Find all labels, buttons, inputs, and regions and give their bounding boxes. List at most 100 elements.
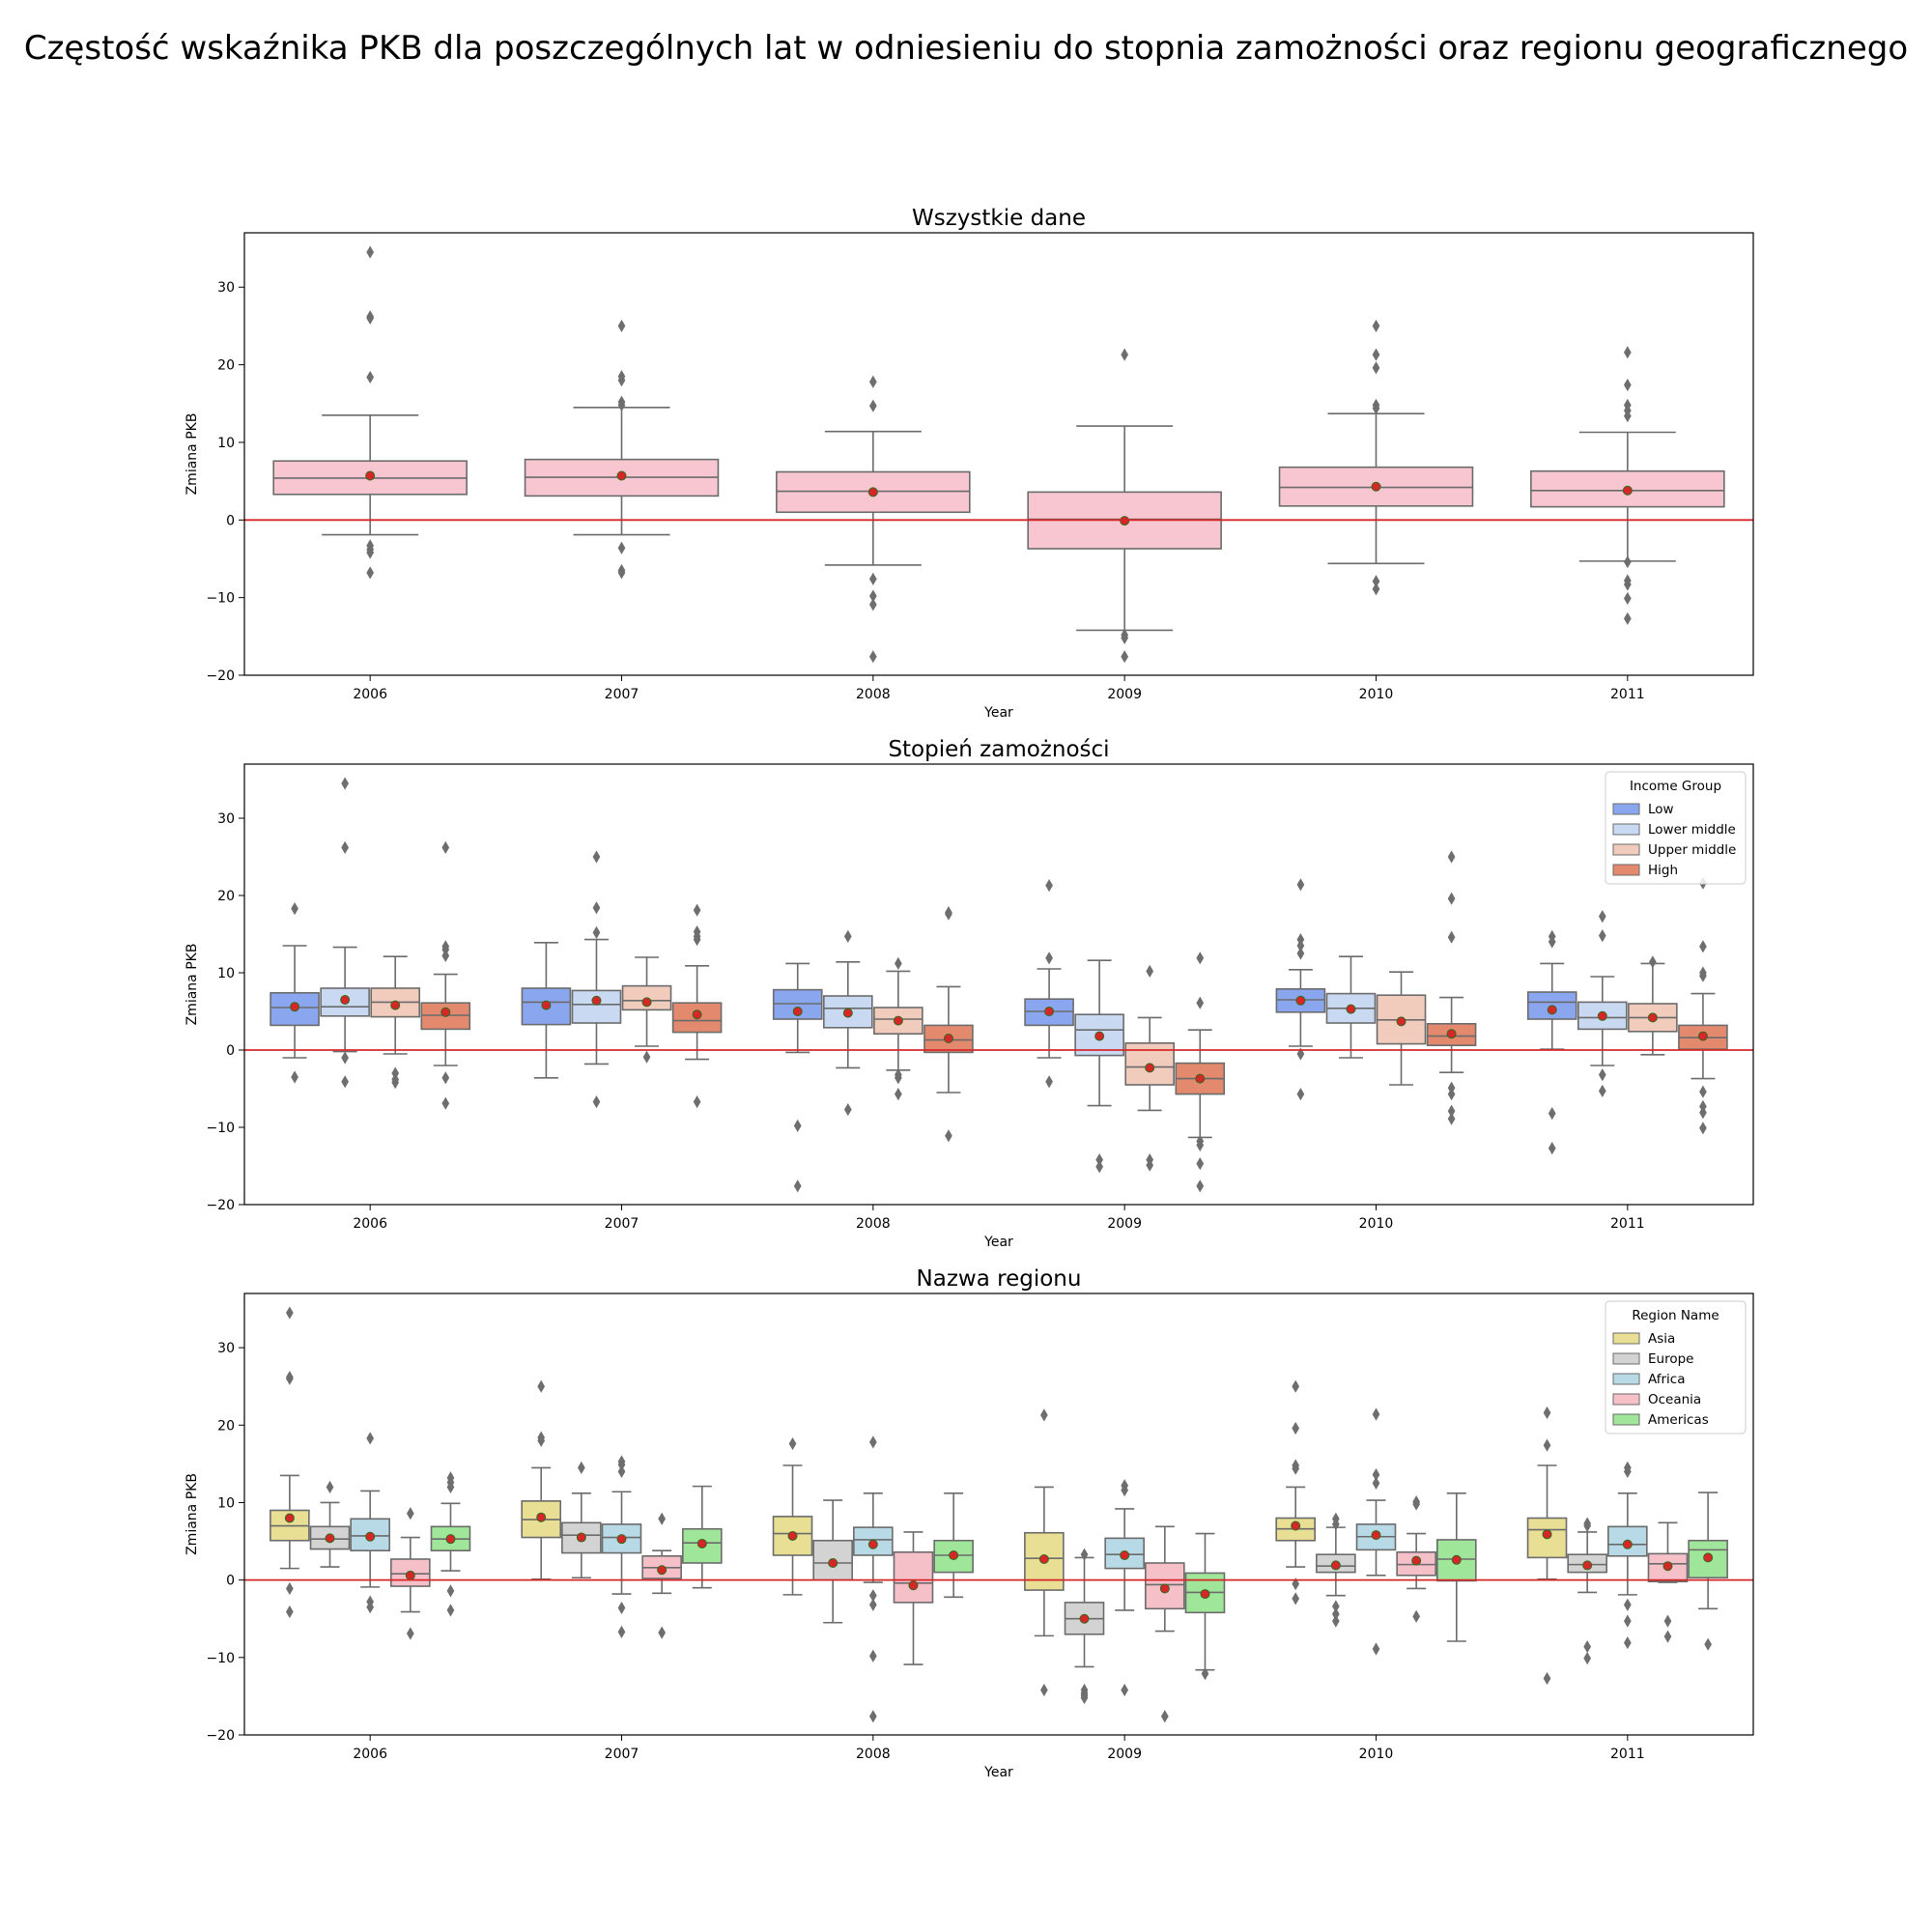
y-tick-label: 10 <box>217 1495 235 1511</box>
outlier-point <box>1121 631 1129 645</box>
y-axis-label: Zmiana PKB <box>185 1473 200 1555</box>
y-tick-label: 30 <box>217 811 235 827</box>
box-americas-2006 <box>430 1471 471 1617</box>
mean-marker <box>1582 1560 1593 1571</box>
box-americas-2010 <box>1436 1492 1477 1642</box>
mean-marker <box>1330 1560 1341 1571</box>
y-tick-label: 20 <box>217 889 235 904</box>
outlier-point <box>446 1604 455 1617</box>
box-europe-2010 <box>1316 1512 1356 1628</box>
outlier-point <box>693 933 701 947</box>
outlier-point <box>1296 878 1305 892</box>
mean-marker <box>290 1002 300 1012</box>
box-oceania-2010 <box>1396 1495 1436 1623</box>
outlier-point <box>1095 1160 1103 1174</box>
box-iqr <box>873 1007 923 1036</box>
box-lower-middle-2010 <box>1325 955 1377 1059</box>
mean-marker <box>787 1530 798 1541</box>
mean-marker <box>1647 1012 1658 1023</box>
y-tick-label: 10 <box>217 966 235 981</box>
y-tick-label: −10 <box>206 1651 235 1666</box>
x-tick-label: 2010 <box>1359 687 1394 702</box>
mean-marker <box>943 1034 953 1043</box>
x-axis-label: Year <box>983 705 1013 721</box>
outlier-point <box>441 1071 450 1085</box>
outlier-point <box>793 1119 802 1132</box>
box-lower-middle-2011 <box>1577 910 1628 1097</box>
outlier-point <box>1412 1609 1420 1623</box>
box-lower-middle-2006 <box>320 777 370 1089</box>
x-tick-label: 2007 <box>605 1216 639 1232</box>
outlier-point <box>286 1605 294 1619</box>
mean-marker <box>536 1512 547 1522</box>
mean-marker <box>1411 1555 1422 1566</box>
mean-marker <box>1346 1004 1356 1014</box>
outlier-point <box>1201 1667 1209 1681</box>
mean-marker <box>591 995 602 1006</box>
outlier-point <box>1583 1519 1592 1533</box>
box-all-2008 <box>776 375 971 664</box>
outlier-point <box>868 650 877 664</box>
outlier-point <box>1598 1068 1606 1082</box>
mean-marker <box>1371 481 1381 492</box>
mean-marker <box>828 1558 838 1569</box>
y-tick-label: −10 <box>206 1121 235 1136</box>
box-low-2007 <box>521 941 572 1079</box>
outlier-point <box>286 1581 294 1596</box>
outlier-point <box>1372 1476 1380 1491</box>
box-africa-2011 <box>1607 1461 1648 1650</box>
box-asia-2008 <box>772 1436 813 1596</box>
outlier-point <box>1040 1408 1048 1422</box>
outlier-point <box>945 907 952 921</box>
outlier-point <box>1160 1710 1169 1723</box>
mean-marker <box>340 995 351 1005</box>
outlier-point <box>658 1626 667 1639</box>
box-americas-2011 <box>1688 1492 1728 1651</box>
legend-label: Asia <box>1648 1331 1675 1347</box>
box-all-2011 <box>1530 346 1725 625</box>
outlier-point <box>341 1051 349 1065</box>
y-tick-label: −20 <box>206 668 235 684</box>
x-tick-label: 2009 <box>1107 1216 1142 1232</box>
box-high-2007 <box>671 903 723 1109</box>
legend-swatch <box>1612 823 1640 836</box>
legend-frame <box>1605 1300 1747 1435</box>
mean-marker <box>867 487 878 497</box>
outlier-point <box>1292 1462 1300 1475</box>
axes-frame <box>243 1293 1754 1736</box>
outlier-point <box>537 1379 546 1393</box>
box-asia-2007 <box>521 1379 561 1580</box>
legend-label: Upper middle <box>1648 842 1736 858</box>
box-lower-middle-2007 <box>571 850 622 1109</box>
box-all-2006 <box>272 245 468 580</box>
box-americas-2007 <box>682 1485 723 1589</box>
outlier-point <box>642 1050 651 1064</box>
box-iqr <box>571 989 622 1024</box>
outlier-point <box>617 541 626 554</box>
outlier-point <box>1372 1407 1380 1421</box>
box-africa-2006 <box>350 1432 390 1614</box>
box-lower-middle-2009 <box>1074 959 1124 1174</box>
y-tick-label: 20 <box>217 1418 235 1434</box>
box-high-2008 <box>923 906 974 1143</box>
mean-marker <box>792 1007 803 1016</box>
legend-label: Americas <box>1648 1412 1709 1428</box>
chart-title: Wszystkie dane <box>912 206 1086 231</box>
x-tick-label: 2010 <box>1359 1216 1394 1232</box>
axes-frame <box>243 763 1754 1206</box>
mean-marker <box>365 1531 376 1542</box>
box-low-2008 <box>772 962 823 1193</box>
box-iqr <box>1436 1539 1477 1582</box>
chart-title: Nazwa regionu <box>917 1266 1082 1292</box>
mean-marker <box>1120 1549 1130 1560</box>
outlier-point <box>1623 611 1632 625</box>
mean-marker <box>1295 995 1306 1006</box>
box-upper-middle-2009 <box>1124 964 1175 1172</box>
legend-label: Lower middle <box>1648 822 1736 838</box>
chart-panel-3: Nazwa regionu −20 −10 0 10 20 30 Zmiana PKB 2006… <box>185 1266 1754 1780</box>
outlier-point <box>617 1464 626 1478</box>
box-high-2009 <box>1175 952 1226 1193</box>
outlier-point <box>1598 910 1606 923</box>
outlier-point <box>341 1075 349 1089</box>
